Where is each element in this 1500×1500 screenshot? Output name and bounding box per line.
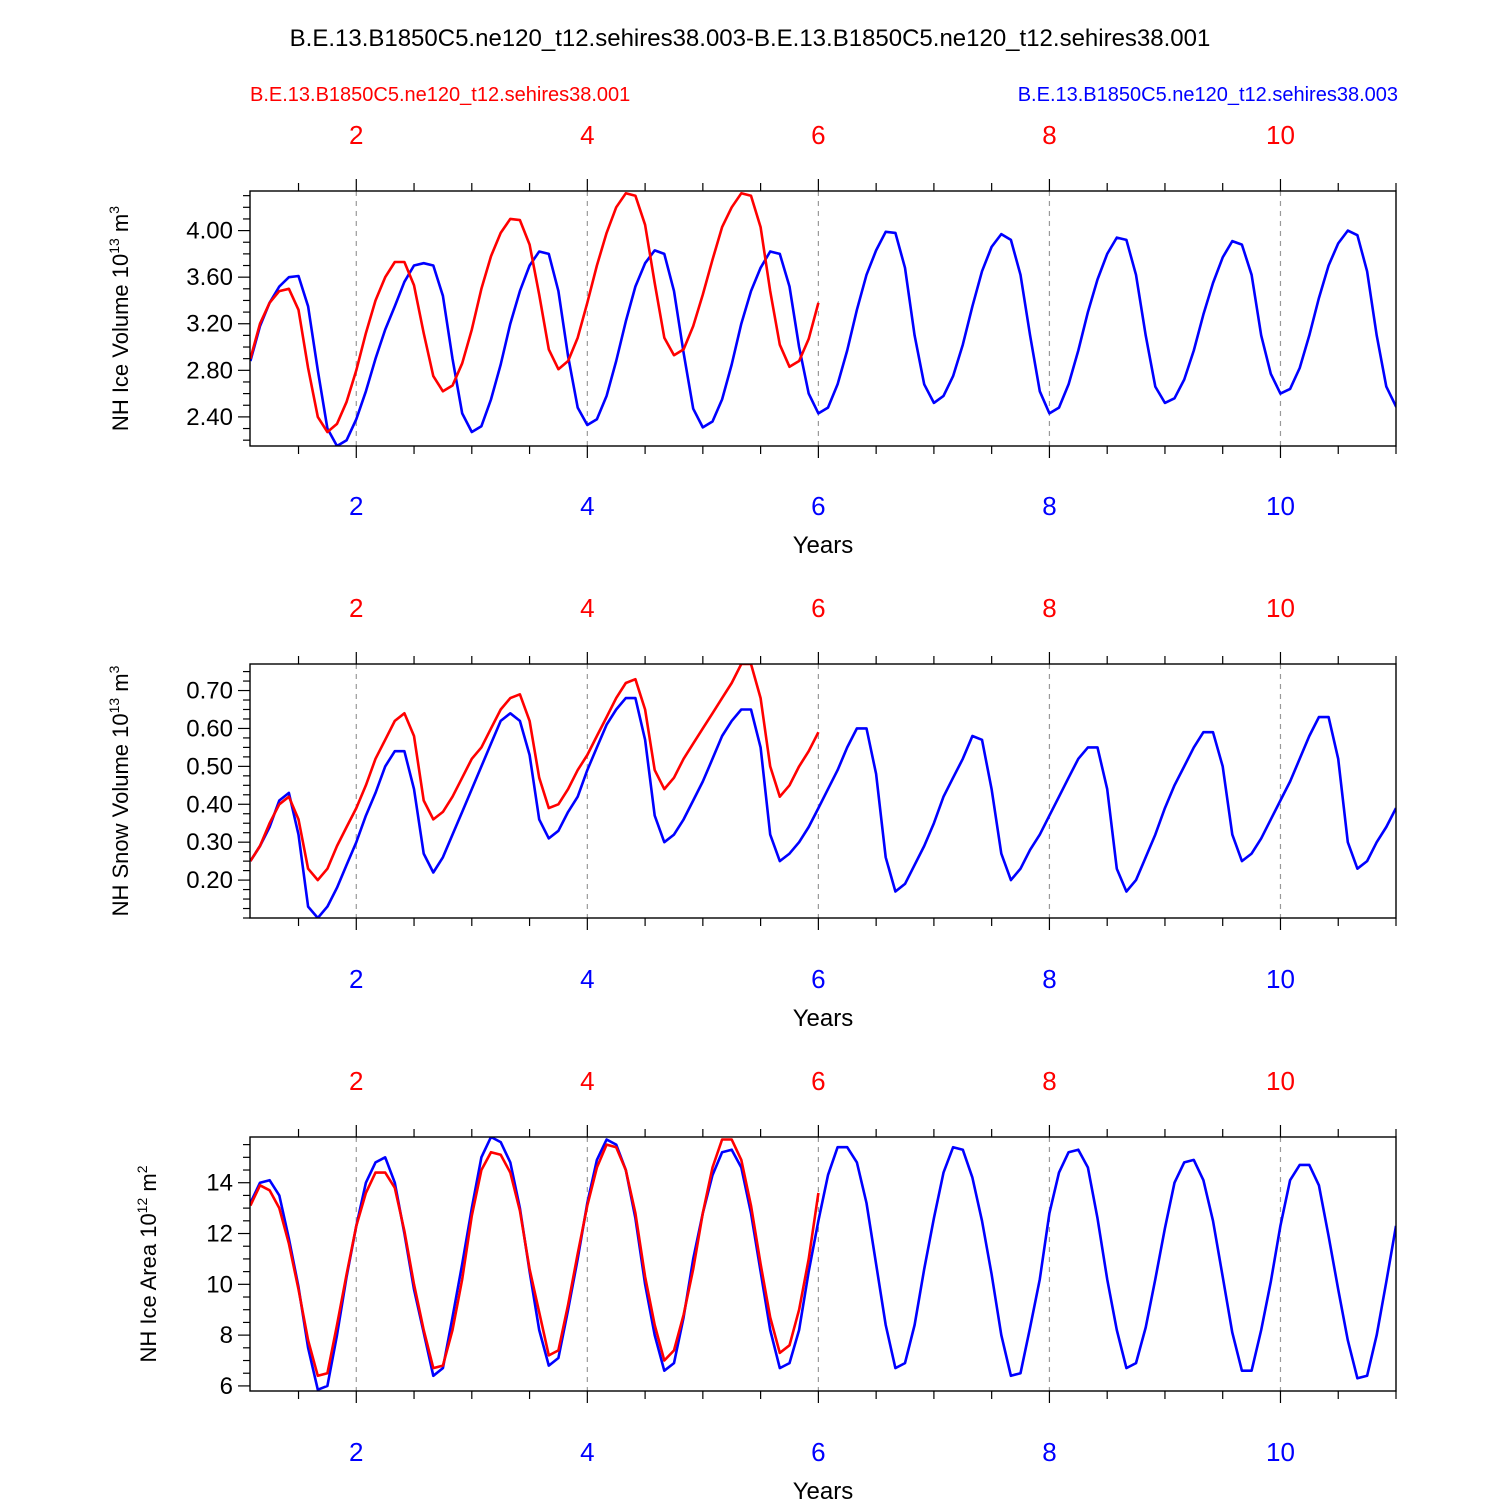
x-tick-label-top: 6 [811, 1066, 825, 1096]
y-tick-label: 6 [220, 1373, 233, 1400]
x-tick-label-bottom: 6 [811, 491, 825, 521]
y-axis-label: NH Snow Volume 1013 m3 [106, 665, 133, 916]
series-line-sehires38-003 [250, 229, 1396, 446]
series-line-sehires38-001 [250, 664, 820, 882]
plot-frame [249, 663, 1397, 919]
x-tick-label-top: 10 [1266, 1066, 1295, 1096]
x-tick-label-bottom: 8 [1042, 964, 1056, 994]
y-tick-label: 3.20 [186, 311, 233, 338]
plot-frame [249, 190, 1397, 447]
y-axis-label-unit-exp: 2 [134, 1165, 150, 1173]
y-axis-label-text: NH Ice Volume 10 [108, 254, 133, 431]
x-tick-label-top: 4 [580, 1066, 594, 1096]
x-tick-label-bottom: 8 [1042, 1437, 1056, 1467]
x-tick-label-bottom: 4 [580, 1437, 594, 1467]
x-tick-label-top: 4 [580, 120, 594, 150]
x-axis-label: Years [793, 1478, 854, 1500]
y-tick-label: 14 [206, 1170, 233, 1197]
plot-frame [249, 1136, 1397, 1392]
y-tick-label: 0.20 [186, 867, 233, 894]
series-line-sehires38-001 [250, 1138, 820, 1378]
x-tick-label-bottom: 10 [1266, 964, 1295, 994]
x-tick-label-top: 2 [349, 1066, 363, 1096]
y-tick-label: 0.50 [186, 753, 233, 780]
x-tick-label-bottom: 2 [349, 491, 363, 521]
y-tick-label: 0.60 [186, 715, 233, 742]
figure-title: B.E.13.B1850C5.ne120_t12.sehires38.003-B… [290, 25, 1211, 52]
y-tick-label: 4.00 [186, 218, 233, 245]
y-axis-label-text: NH Ice Area 10 [136, 1213, 161, 1362]
y-axis-label-exp: 12 [134, 1198, 150, 1214]
y-tick-label: 2.80 [186, 357, 233, 384]
series-line-sehires38-003 [250, 1137, 1396, 1391]
x-tick-label-top: 6 [811, 120, 825, 150]
y-tick-label: 3.60 [186, 264, 233, 291]
y-tick-label: 0.30 [186, 829, 233, 856]
y-axis-label-exp: 13 [106, 238, 122, 254]
y-tick-label: 8 [220, 1322, 233, 1349]
panel-ice-volume: 2.40 2.80 3.20 3.60 4.00 2 2 4 4 6 6 8 8 10 10 Years NH … [106, 120, 1397, 559]
legend-label-blue: B.E.13.B1850C5.ne120_t12.sehires38.003 [1018, 84, 1398, 106]
y-axis-label-unit: m [108, 214, 133, 238]
x-tick-label-bottom: 6 [811, 964, 825, 994]
x-tick-label-top: 8 [1042, 120, 1056, 150]
x-tick-label-top: 8 [1042, 1066, 1056, 1096]
y-tick-label: 12 [206, 1221, 233, 1248]
x-axis-label: Years [793, 532, 854, 559]
legend-label-red: B.E.13.B1850C5.ne120_t12.sehires38.001 [250, 84, 630, 106]
y-axis-label: NH Ice Volume 1013 m3 [106, 206, 133, 431]
series-line-sehires38-001 [250, 192, 820, 434]
series-line-sehires38-003 [250, 696, 1396, 918]
x-tick-label-top: 8 [1042, 593, 1056, 623]
x-tick-label-top: 6 [811, 593, 825, 623]
y-axis-label-unit-exp: 3 [106, 206, 122, 214]
x-axis-label: Years [793, 1005, 854, 1032]
x-tick-label-bottom: 8 [1042, 491, 1056, 521]
x-tick-label-bottom: 6 [811, 1437, 825, 1467]
y-axis-label-unit-exp: 3 [106, 665, 122, 673]
x-tick-label-bottom: 2 [349, 964, 363, 994]
y-tick-label: 10 [206, 1271, 233, 1298]
y-axis-label-text: NH Snow Volume 10 [108, 713, 133, 916]
y-axis-label: NH Ice Area 1012 m2 [134, 1165, 161, 1362]
x-tick-label-bottom: 4 [580, 964, 594, 994]
panel-snow-volume: 0.20 0.30 0.40 0.50 0.60 0.70 2 2 4 4 6 6 8 8 10 10 Year… [106, 593, 1397, 1032]
x-tick-label-bottom: 10 [1266, 1437, 1295, 1467]
y-tick-label: 2.40 [186, 404, 233, 431]
x-tick-label-bottom: 10 [1266, 491, 1295, 521]
x-tick-label-top: 10 [1266, 593, 1295, 623]
y-axis-label-unit: m [136, 1173, 161, 1197]
x-tick-label-top: 10 [1266, 120, 1295, 150]
x-tick-label-top: 2 [349, 120, 363, 150]
y-axis-label-exp: 13 [106, 698, 122, 714]
y-tick-label: 0.40 [186, 791, 233, 818]
y-axis-label-unit: m [108, 673, 133, 697]
x-tick-label-bottom: 4 [580, 491, 594, 521]
x-tick-label-top: 4 [580, 593, 594, 623]
x-tick-label-top: 2 [349, 593, 363, 623]
x-tick-label-bottom: 2 [349, 1437, 363, 1467]
y-tick-label: 0.70 [186, 678, 233, 705]
